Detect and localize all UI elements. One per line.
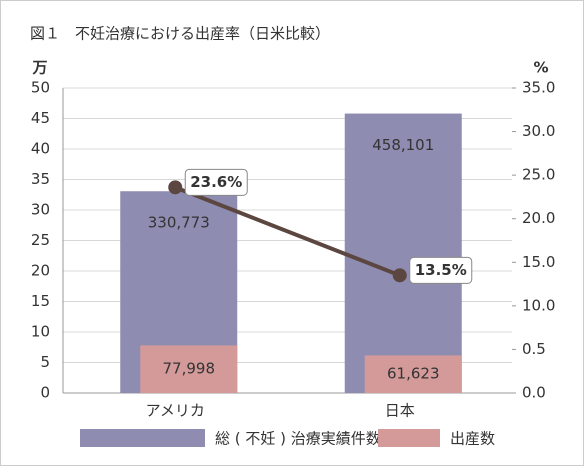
- data-label: 458,101: [372, 136, 434, 154]
- y2-tick-label: 25.0: [522, 166, 555, 184]
- y2-tick-label: 0.5: [522, 340, 546, 358]
- legend-label: 総 ( 不妊 ) 治療実績件数: [215, 430, 381, 448]
- bar: [344, 113, 462, 394]
- data-label: 13.5%: [415, 261, 467, 279]
- y-tick-label: 20: [31, 262, 50, 280]
- y-tick-label: 50: [31, 79, 50, 97]
- data-label: 61,623: [387, 365, 440, 383]
- data-label-box: [409, 256, 473, 284]
- bar: [364, 355, 462, 393]
- y-tick-label: 35: [31, 170, 50, 188]
- chart-title: 図１ 不妊治療における出産率（日米比較）: [30, 25, 330, 43]
- legend-swatch: [378, 429, 440, 447]
- y2-axis-label: %: [533, 59, 548, 77]
- y2-tick-label: 35.0: [522, 79, 555, 97]
- y-tick-label: 40: [31, 140, 50, 158]
- y2-tick-label: 15.0: [522, 253, 555, 271]
- legend-swatch: [80, 429, 205, 447]
- line-point: [168, 180, 183, 195]
- line-point: [392, 268, 407, 283]
- y2-tick-label: 10.0: [522, 296, 555, 314]
- y-tick-label: 5: [40, 353, 50, 371]
- legend-label: 出産数: [450, 430, 495, 448]
- data-label-box: [184, 168, 248, 196]
- y2-tick-label: 0.0: [522, 384, 546, 402]
- y-tick-label: 10: [31, 323, 50, 341]
- y2-tick-label: 20.0: [522, 209, 555, 227]
- line: [174, 185, 401, 278]
- y-tick-label: 25: [31, 231, 50, 249]
- data-label: 77,998: [163, 360, 216, 378]
- data-label: 330,773: [148, 214, 210, 232]
- y-tick-label: 45: [31, 109, 50, 127]
- y-axis-label: 万: [31, 59, 47, 77]
- y-tick-label: 0: [40, 384, 50, 402]
- x-tick-label: 日本: [385, 402, 415, 420]
- y-tick-label: 30: [31, 201, 50, 219]
- x-tick-label: アメリカ: [146, 402, 205, 420]
- y-tick-label: 15: [31, 292, 50, 310]
- data-label: 23.6%: [190, 173, 242, 191]
- y2-tick-label: 30.0: [522, 122, 555, 140]
- bar: [140, 345, 238, 393]
